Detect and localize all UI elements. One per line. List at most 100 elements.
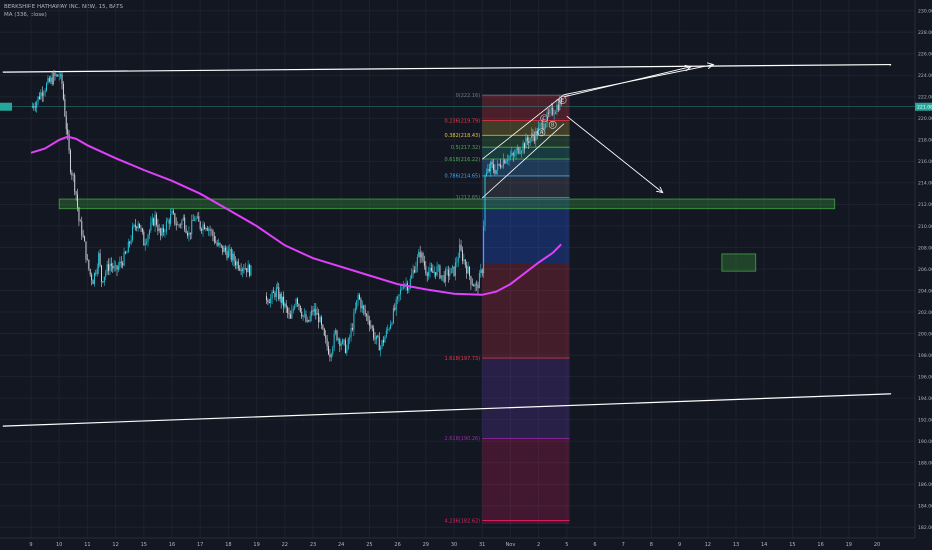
candle-body bbox=[48, 78, 50, 82]
price-tick-label: 228.00 bbox=[918, 30, 932, 36]
candle-body bbox=[529, 137, 531, 143]
candle-body bbox=[464, 259, 466, 266]
candle-body bbox=[33, 106, 35, 108]
candle-body bbox=[500, 164, 502, 168]
candle-body bbox=[279, 293, 281, 299]
candle-body bbox=[171, 210, 173, 215]
price-tick-label: 222.00 bbox=[918, 95, 932, 101]
moving-average-line bbox=[30, 135, 562, 296]
chart-legend: BERKSHIRE HATHAWAY INC. NEW, 15, BATS MA… bbox=[4, 3, 123, 19]
candle-body bbox=[428, 271, 430, 277]
candle-body bbox=[501, 167, 503, 168]
candle-body bbox=[57, 74, 59, 77]
candle-body bbox=[79, 220, 81, 222]
candle-body bbox=[453, 266, 455, 276]
fib-level-label: 2.618(190.26) bbox=[444, 436, 480, 442]
candle-body bbox=[326, 338, 328, 347]
candle-body bbox=[239, 268, 241, 270]
time-tick-label: 11 bbox=[84, 542, 90, 548]
candle-body bbox=[309, 315, 311, 322]
candle-body bbox=[375, 335, 377, 340]
candle-body bbox=[182, 217, 184, 221]
candle-body bbox=[273, 291, 275, 293]
price-badge-left bbox=[0, 102, 12, 111]
candle-body bbox=[542, 123, 544, 130]
candle-body bbox=[203, 224, 205, 230]
candle-body bbox=[436, 265, 438, 276]
candle-body bbox=[61, 74, 63, 84]
candle-body bbox=[187, 232, 189, 236]
candle-body bbox=[37, 96, 39, 103]
candle-body bbox=[291, 311, 293, 319]
candle-body bbox=[102, 281, 104, 283]
candle-body bbox=[380, 346, 382, 351]
candle-body bbox=[287, 307, 289, 313]
candle-body bbox=[344, 340, 346, 353]
price-tick-label: 190.00 bbox=[918, 439, 932, 445]
candle-body bbox=[184, 217, 186, 230]
candle-body bbox=[92, 280, 94, 285]
candle-body bbox=[476, 284, 478, 285]
candle-body bbox=[210, 230, 212, 231]
candle-body bbox=[213, 236, 215, 242]
candle-body bbox=[99, 253, 101, 266]
price-tick-label: 204.00 bbox=[918, 288, 932, 294]
projection-arrow bbox=[563, 65, 713, 96]
candle-body bbox=[337, 339, 339, 341]
candle-body bbox=[550, 107, 552, 110]
candle-body bbox=[154, 214, 156, 226]
candle-body bbox=[457, 257, 459, 263]
candle-body bbox=[435, 272, 437, 276]
candle-body bbox=[267, 299, 269, 303]
candle-body bbox=[77, 194, 79, 208]
price-tick-label: 220.00 bbox=[918, 116, 932, 122]
candle-body bbox=[347, 338, 349, 349]
candle-body bbox=[366, 314, 368, 316]
candle-body bbox=[392, 307, 394, 324]
price-tick-label: 214.00 bbox=[918, 181, 932, 187]
candle-body bbox=[68, 134, 70, 151]
candle-body bbox=[383, 340, 384, 343]
candle-body bbox=[215, 241, 217, 243]
candle-body bbox=[538, 126, 540, 136]
candle-body bbox=[519, 152, 521, 154]
candle-body bbox=[236, 261, 238, 266]
candle-body bbox=[540, 123, 542, 125]
candle-body bbox=[74, 174, 76, 192]
candle-body bbox=[194, 219, 196, 221]
time-tick-label: 12 bbox=[705, 542, 711, 548]
candle-body bbox=[516, 147, 518, 151]
candle-body bbox=[360, 299, 362, 309]
candle-body bbox=[82, 235, 84, 237]
candle-body bbox=[237, 261, 239, 269]
candle-body bbox=[377, 335, 379, 338]
price-badge bbox=[915, 102, 932, 111]
time-tick-label: 9 bbox=[678, 542, 681, 548]
candle-body bbox=[177, 224, 179, 226]
candle-body bbox=[557, 104, 559, 111]
candle-body bbox=[212, 230, 214, 237]
candle-body bbox=[67, 129, 69, 135]
candle-body bbox=[147, 235, 149, 242]
candle-body bbox=[367, 315, 369, 321]
candle-body bbox=[477, 284, 479, 289]
candle-body bbox=[188, 232, 190, 236]
candle-body bbox=[560, 99, 562, 104]
candle-body bbox=[502, 159, 504, 168]
time-tick-label: 25 bbox=[366, 542, 372, 548]
candle-body bbox=[65, 116, 67, 130]
time-tick-label: 16 bbox=[169, 542, 175, 548]
candle-body bbox=[302, 315, 304, 317]
candle-body bbox=[136, 226, 138, 229]
candle-body bbox=[351, 328, 353, 330]
candle-body bbox=[117, 266, 119, 270]
candle-body bbox=[50, 77, 52, 82]
fib-band bbox=[482, 147, 570, 160]
candle-body bbox=[312, 310, 314, 312]
candle-body bbox=[120, 261, 122, 264]
candle-body bbox=[470, 276, 472, 285]
candle-body bbox=[36, 102, 38, 108]
candle-body bbox=[418, 251, 420, 258]
candle-body bbox=[58, 76, 60, 77]
